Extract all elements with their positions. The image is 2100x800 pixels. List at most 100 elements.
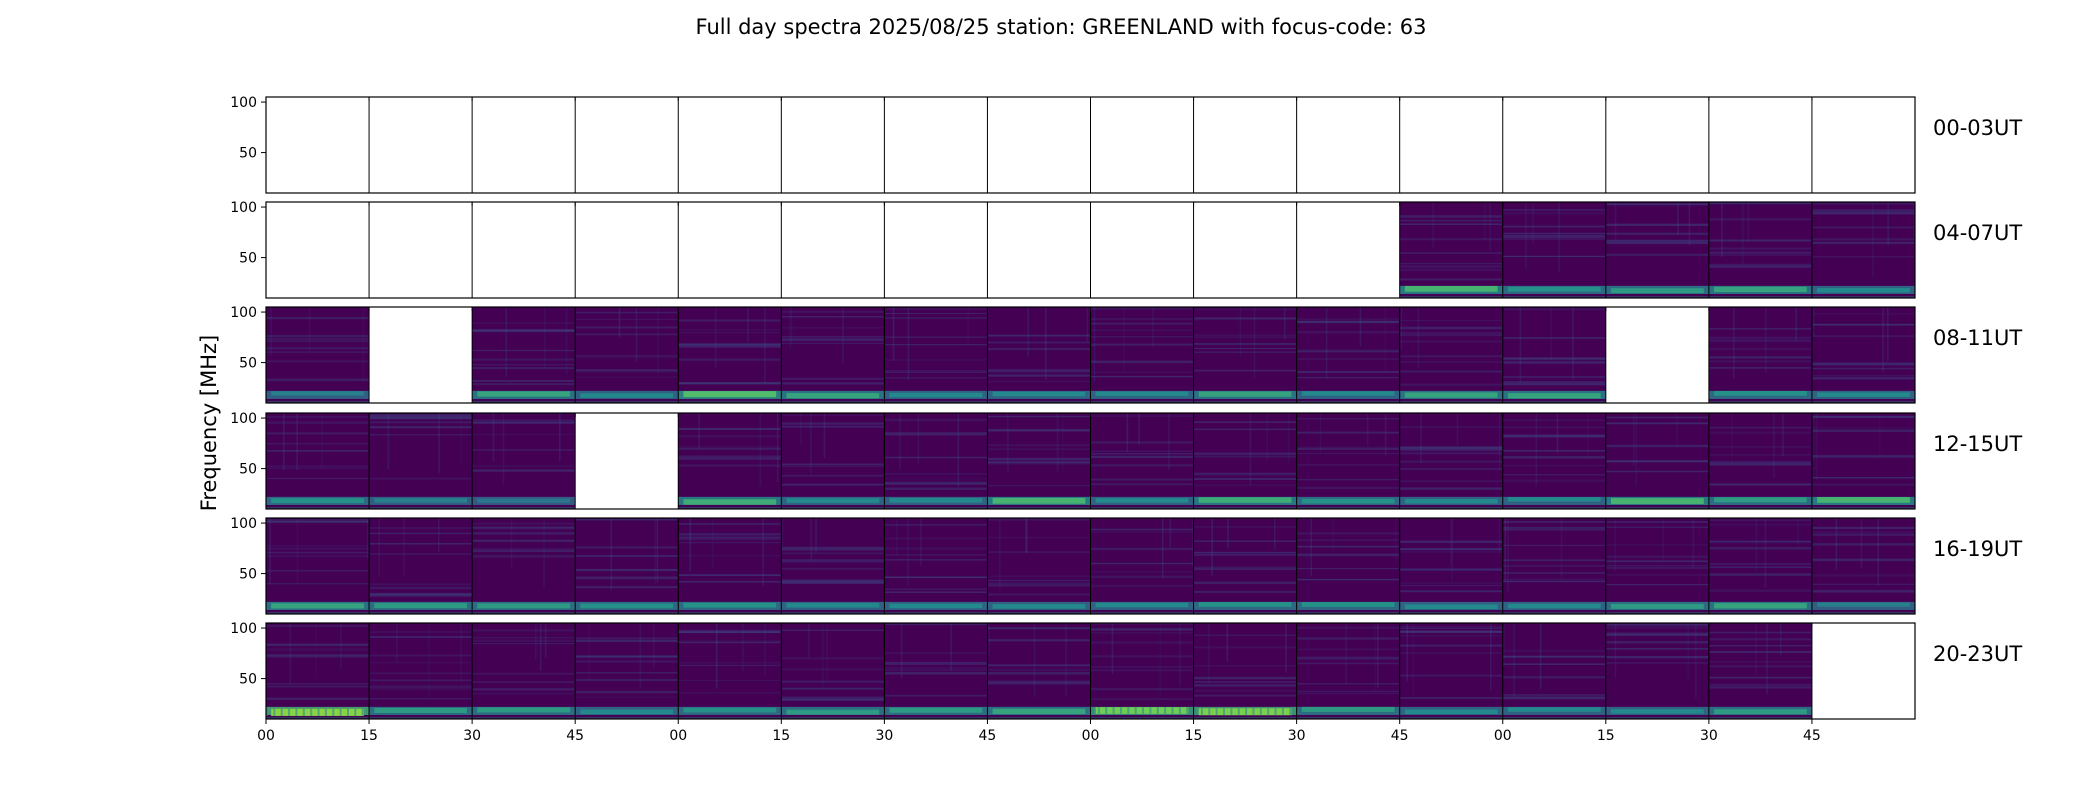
spectra-row-04-07UT: 100 50 04-07UT bbox=[230, 200, 2022, 299]
spectrum-panel bbox=[266, 202, 370, 298]
spectrum-panel bbox=[1193, 307, 1297, 403]
spectrum-panel bbox=[884, 307, 988, 403]
spectrum-panel bbox=[987, 413, 1091, 509]
y-tick-label: 50 bbox=[239, 462, 257, 478]
spectrum-panel bbox=[1296, 413, 1400, 509]
spectrum-panel bbox=[472, 202, 576, 298]
x-tick-label: 30 bbox=[1288, 728, 1306, 744]
spectrum-panel bbox=[1708, 202, 1812, 298]
spectrum-panel bbox=[266, 623, 370, 719]
spectrum-panel bbox=[781, 97, 885, 193]
x-tick-label: 00 bbox=[257, 728, 275, 744]
spectrum-panel bbox=[678, 518, 782, 614]
spectrum-panel bbox=[1399, 202, 1503, 298]
x-tick-label: 45 bbox=[1391, 728, 1409, 744]
spectrum-panel bbox=[575, 307, 679, 403]
spectrum-panel bbox=[1708, 413, 1812, 509]
spectrum-panel bbox=[1090, 97, 1194, 193]
spectrum-panel bbox=[1296, 307, 1400, 403]
spectrum-panel bbox=[884, 518, 988, 614]
spectrum-panel bbox=[575, 202, 679, 298]
spectrum-panel bbox=[1399, 97, 1503, 193]
spectrum-panel bbox=[1708, 307, 1812, 403]
spectrum-panel bbox=[1605, 202, 1709, 298]
spectrum-panel bbox=[1811, 97, 1915, 193]
y-axis-label: Frequency [MHz] bbox=[197, 335, 221, 511]
spectrum-panel bbox=[1502, 413, 1606, 509]
spectrum-panel bbox=[678, 623, 782, 719]
x-tick-label: 15 bbox=[360, 728, 378, 744]
spectrum-panel bbox=[1399, 518, 1503, 614]
spectrum-panel bbox=[266, 413, 370, 509]
spectrum-panel bbox=[987, 307, 1091, 403]
spectrum-panel bbox=[1296, 202, 1400, 298]
spectra-row-16-19UT: 100 50 16-19UT bbox=[230, 516, 2022, 615]
spectrum-panel bbox=[1605, 97, 1709, 193]
spectrum-panel bbox=[369, 518, 473, 614]
spectrum-panel bbox=[884, 202, 988, 298]
spectrum-panel bbox=[1193, 413, 1297, 509]
spectrum-panel bbox=[1605, 518, 1709, 614]
spectrum-panel bbox=[472, 307, 576, 403]
spectrum-panel bbox=[1193, 97, 1297, 193]
spectrum-panel bbox=[1502, 202, 1606, 298]
spectra-row-12-15UT: 100 50 12-15UT bbox=[230, 411, 2022, 510]
spectrum-panel bbox=[369, 307, 473, 403]
spectrum-panel bbox=[575, 623, 679, 719]
spectrum-panel bbox=[1811, 518, 1915, 614]
spectrum-panel bbox=[1399, 413, 1503, 509]
spectrum-panel bbox=[472, 518, 576, 614]
spectrum-panel bbox=[1502, 307, 1606, 403]
spectrum-panel bbox=[1193, 202, 1297, 298]
spectrum-panel bbox=[884, 623, 988, 719]
spectrum-panel bbox=[472, 97, 576, 193]
row-label-08-11UT: 08-11UT bbox=[1933, 326, 2022, 350]
spectra-row-20-23UT: 100 50 20-23UT bbox=[230, 621, 2022, 720]
spectrum-panel bbox=[575, 413, 679, 509]
x-tick-label: 15 bbox=[1597, 728, 1615, 744]
spectrum-panel bbox=[369, 202, 473, 298]
y-tick-label: 100 bbox=[230, 516, 257, 532]
spectrum-panel bbox=[1811, 413, 1915, 509]
spectrum-panel bbox=[678, 307, 782, 403]
x-tick-label: 45 bbox=[1803, 728, 1821, 744]
spectrum-panel bbox=[781, 518, 885, 614]
spectrum-panel bbox=[1090, 202, 1194, 298]
spectrum-panel bbox=[1193, 623, 1297, 719]
row-label-04-07UT: 04-07UT bbox=[1933, 221, 2022, 245]
spectrum-panel bbox=[1605, 623, 1709, 719]
spectrum-panel bbox=[678, 97, 782, 193]
y-tick-label: 50 bbox=[239, 567, 257, 583]
row-label-20-23UT: 20-23UT bbox=[1933, 642, 2022, 666]
y-tick-label: 100 bbox=[230, 95, 257, 111]
x-tick-label: 30 bbox=[875, 728, 893, 744]
spectrum-panel bbox=[781, 202, 885, 298]
spectrum-panel bbox=[1502, 97, 1606, 193]
spectrum-panel bbox=[987, 623, 1091, 719]
spectrum-panel bbox=[884, 413, 988, 509]
spectrum-panel bbox=[781, 307, 885, 403]
spectrum-panel bbox=[1811, 623, 1915, 719]
spectra-row-00-03UT: 100 50 00-03UT bbox=[230, 95, 2022, 194]
spectrum-panel bbox=[266, 518, 370, 614]
spectrum-panel bbox=[1399, 307, 1503, 403]
spectrum-panel bbox=[369, 413, 473, 509]
spectrum-panel bbox=[1090, 307, 1194, 403]
spectrum-panel bbox=[884, 97, 988, 193]
plot-area: 100 50 00-03UT 100 50 04-07UT 100 50 08-11UT 100 5… bbox=[230, 95, 2022, 744]
y-tick-label: 50 bbox=[239, 146, 257, 162]
spectrum-panel bbox=[369, 623, 473, 719]
spectrum-panel bbox=[1811, 202, 1915, 298]
spectrum-panel bbox=[1296, 623, 1400, 719]
spectrum-panel bbox=[1090, 518, 1194, 614]
spectrum-panel bbox=[575, 97, 679, 193]
spectrum-panel bbox=[472, 623, 576, 719]
spectrum-panel bbox=[1502, 518, 1606, 614]
x-tick-label: 30 bbox=[1700, 728, 1718, 744]
spectrum-panel bbox=[678, 413, 782, 509]
spectrum-panel bbox=[678, 202, 782, 298]
y-tick-label: 100 bbox=[230, 305, 257, 321]
y-tick-label: 100 bbox=[230, 200, 257, 216]
spectrum-panel bbox=[1296, 97, 1400, 193]
